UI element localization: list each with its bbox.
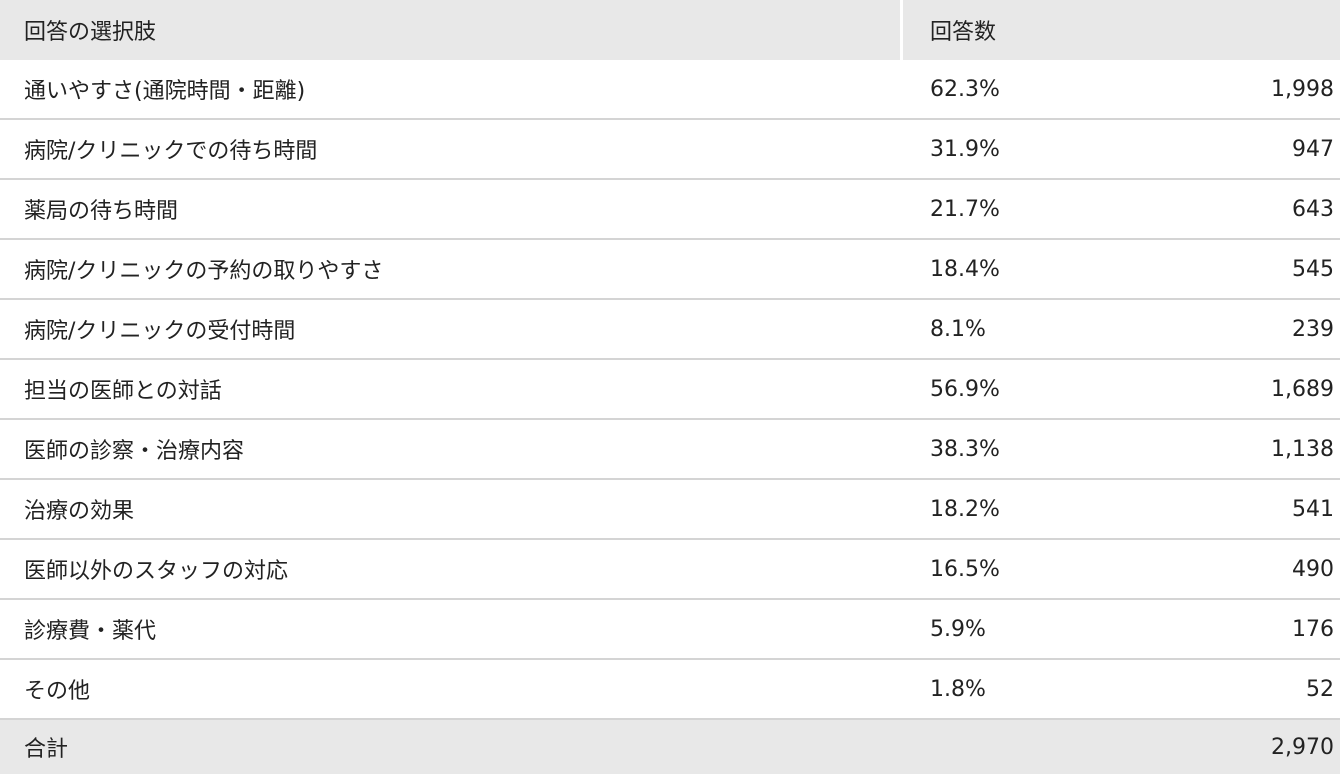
row-choice: 医師の診察・治療内容: [24, 439, 245, 464]
table-row: 病院/クリニックの受付時間 8.1% 239: [0, 300, 1340, 360]
row-count: 176: [1292, 616, 1334, 642]
row-count: 1,998: [1271, 76, 1334, 102]
row-choice: 病院/クリニックでの待ち時間: [24, 139, 318, 164]
row-count: 643: [1292, 196, 1334, 222]
row-count: 52: [1306, 676, 1334, 702]
row-percent: 31.9%: [930, 136, 1000, 162]
row-choice: 病院/クリニックの受付時間: [24, 319, 296, 344]
row-percent: 21.7%: [930, 196, 1000, 222]
table-header-row: 回答の選択肢 回答数: [0, 0, 1340, 60]
header-choice: 回答の選択肢: [0, 0, 903, 60]
row-count: 545: [1292, 256, 1334, 282]
row-choice: 薬局の待ち時間: [24, 199, 179, 224]
total-percent-empty: [903, 720, 1140, 774]
row-choice: 治療の効果: [24, 499, 135, 524]
row-percent: 62.3%: [930, 76, 1000, 102]
row-count: 541: [1292, 496, 1334, 522]
row-percent: 5.9%: [930, 616, 986, 642]
row-percent: 56.9%: [930, 376, 1000, 402]
total-count: 2,970: [1271, 734, 1334, 760]
table-row: 通いやすさ(通院時間・距離) 62.3% 1,998: [0, 60, 1340, 120]
row-choice: 病院/クリニックの予約の取りやすさ: [24, 259, 384, 284]
row-percent: 16.5%: [930, 556, 1000, 582]
row-count: 1,138: [1271, 436, 1334, 462]
row-choice: その他: [24, 679, 91, 704]
table-row: 病院/クリニックでの待ち時間 31.9% 947: [0, 120, 1340, 180]
row-choice: 通いやすさ(通院時間・距離): [24, 79, 306, 104]
table-row: 医師以外のスタッフの対応 16.5% 490: [0, 540, 1340, 600]
row-count: 947: [1292, 136, 1334, 162]
table-row: 医師の診察・治療内容 38.3% 1,138: [0, 420, 1340, 480]
table-total-row: 合計 2,970: [0, 720, 1340, 774]
row-count: 1,689: [1271, 376, 1334, 402]
row-percent: 18.2%: [930, 496, 1000, 522]
row-count: 239: [1292, 316, 1334, 342]
row-count: 490: [1292, 556, 1334, 582]
table-row: 治療の効果 18.2% 541: [0, 480, 1340, 540]
row-choice: 診療費・薬代: [24, 619, 157, 644]
table-row: 薬局の待ち時間 21.7% 643: [0, 180, 1340, 240]
table-row: 診療費・薬代 5.9% 176: [0, 600, 1340, 660]
table-row: その他 1.8% 52: [0, 660, 1340, 720]
total-label: 合計: [24, 737, 69, 762]
row-percent: 8.1%: [930, 316, 986, 342]
table-row: 病院/クリニックの予約の取りやすさ 18.4% 545: [0, 240, 1340, 300]
row-percent: 1.8%: [930, 676, 986, 702]
row-choice: 医師以外のスタッフの対応: [24, 559, 289, 584]
table-row: 担当の医師との対話 56.9% 1,689: [0, 360, 1340, 420]
row-percent: 18.4%: [930, 256, 1000, 282]
row-percent: 38.3%: [930, 436, 1000, 462]
header-count: 回答数: [930, 20, 997, 45]
row-choice: 担当の医師との対話: [24, 379, 222, 404]
